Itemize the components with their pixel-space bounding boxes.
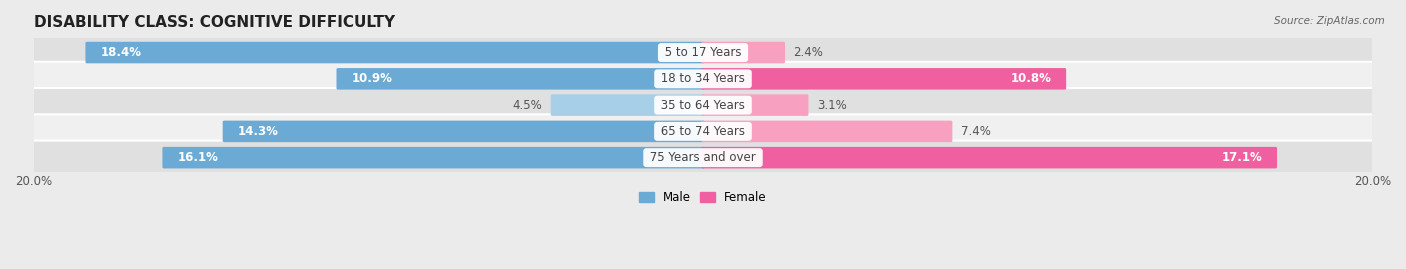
Text: DISABILITY CLASS: COGNITIVE DIFFICULTY: DISABILITY CLASS: COGNITIVE DIFFICULTY bbox=[34, 15, 395, 30]
Text: 3.1%: 3.1% bbox=[817, 99, 846, 112]
Text: 75 Years and over: 75 Years and over bbox=[647, 151, 759, 164]
FancyBboxPatch shape bbox=[28, 114, 1378, 148]
FancyBboxPatch shape bbox=[336, 68, 704, 90]
FancyBboxPatch shape bbox=[222, 121, 704, 142]
FancyBboxPatch shape bbox=[86, 42, 704, 63]
Text: 5 to 17 Years: 5 to 17 Years bbox=[661, 46, 745, 59]
FancyBboxPatch shape bbox=[28, 62, 1378, 96]
FancyBboxPatch shape bbox=[702, 94, 808, 116]
Text: 2.4%: 2.4% bbox=[793, 46, 824, 59]
Text: 10.9%: 10.9% bbox=[352, 72, 392, 85]
FancyBboxPatch shape bbox=[702, 147, 1277, 168]
FancyBboxPatch shape bbox=[28, 141, 1378, 175]
FancyBboxPatch shape bbox=[702, 121, 952, 142]
Legend: Male, Female: Male, Female bbox=[634, 187, 772, 209]
Text: 18 to 34 Years: 18 to 34 Years bbox=[657, 72, 749, 85]
Text: Source: ZipAtlas.com: Source: ZipAtlas.com bbox=[1274, 16, 1385, 26]
Text: 14.3%: 14.3% bbox=[238, 125, 278, 138]
Text: 17.1%: 17.1% bbox=[1222, 151, 1263, 164]
FancyBboxPatch shape bbox=[28, 88, 1378, 122]
FancyBboxPatch shape bbox=[702, 42, 785, 63]
FancyBboxPatch shape bbox=[163, 147, 704, 168]
Text: 16.1%: 16.1% bbox=[177, 151, 218, 164]
Text: 35 to 64 Years: 35 to 64 Years bbox=[657, 99, 749, 112]
FancyBboxPatch shape bbox=[28, 36, 1378, 70]
Text: 7.4%: 7.4% bbox=[960, 125, 991, 138]
FancyBboxPatch shape bbox=[551, 94, 704, 116]
Text: 10.8%: 10.8% bbox=[1011, 72, 1052, 85]
Text: 18.4%: 18.4% bbox=[100, 46, 142, 59]
Text: 4.5%: 4.5% bbox=[513, 99, 543, 112]
Text: 65 to 74 Years: 65 to 74 Years bbox=[657, 125, 749, 138]
FancyBboxPatch shape bbox=[702, 68, 1066, 90]
